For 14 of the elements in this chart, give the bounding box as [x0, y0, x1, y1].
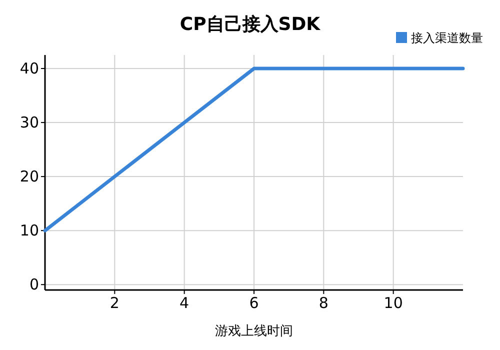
y-tick-label: 20 — [20, 168, 39, 186]
legend: 接入渠道数量 — [396, 31, 483, 45]
y-tick-label: 10 — [20, 222, 39, 240]
x-tick-label: 4 — [180, 294, 190, 312]
x-tick-label: 2 — [110, 294, 120, 312]
y-tick-label: 0 — [29, 276, 39, 294]
x-tick-label: 10 — [384, 294, 403, 312]
x-axis-title: 游戏上线时间 — [215, 324, 293, 339]
y-tick-label: 30 — [20, 114, 39, 132]
x-tick-label: 6 — [249, 294, 259, 312]
chart-title: CP自己接入SDK — [180, 14, 322, 35]
y-tick-label: 40 — [20, 60, 39, 78]
x-tick-label: 8 — [318, 294, 328, 312]
legend-label: 接入渠道数量 — [411, 31, 483, 45]
